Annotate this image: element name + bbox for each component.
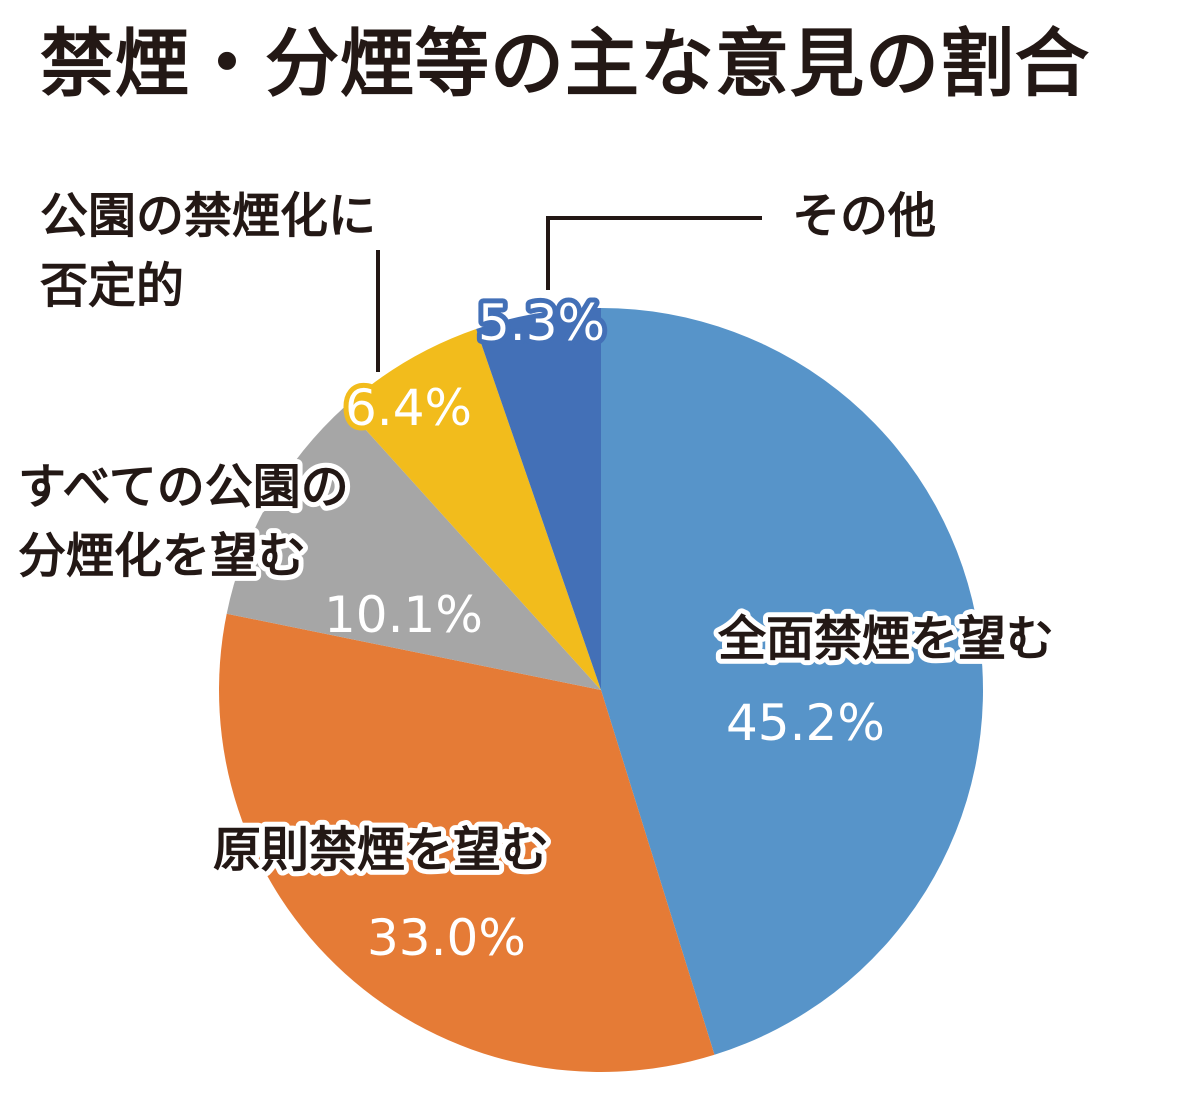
slice-label-4-line-0: その他 <box>792 188 936 244</box>
slice-value-label-4: 5.3% <box>478 294 605 352</box>
pie-slice-1 <box>219 613 715 1073</box>
slice-value-label-0: 45.2% <box>726 694 885 752</box>
leader-lines <box>376 216 762 372</box>
pie-slice-3 <box>344 328 601 690</box>
slice-label-2-line-0: すべての公園の <box>18 459 349 515</box>
pie-slice-2 <box>226 406 601 690</box>
pie-slice-0 <box>601 308 984 1055</box>
slice-label-3-line-1: 否定的 <box>40 258 184 314</box>
slice-label-1-line-0: 原則禁煙を望む <box>213 822 549 878</box>
slice-value-label-3: 6.4% <box>345 379 472 437</box>
slice-label-2-line-1: 分煙化を望む <box>18 528 306 584</box>
chart-title: 禁煙・分煙等の主な意見の割合 <box>40 21 1090 107</box>
slice-label-0-line-0: 全面禁煙を望む <box>717 611 1054 667</box>
slice-value-label-2: 10.1% <box>324 586 483 644</box>
pie-slices <box>219 308 984 1073</box>
slice-value-label-1: 33.0% <box>367 909 526 967</box>
slice-label-3-line-0: 公園の禁煙化に <box>40 188 376 244</box>
leader-line-4 <box>546 216 762 290</box>
pie-slice-4 <box>476 308 601 690</box>
